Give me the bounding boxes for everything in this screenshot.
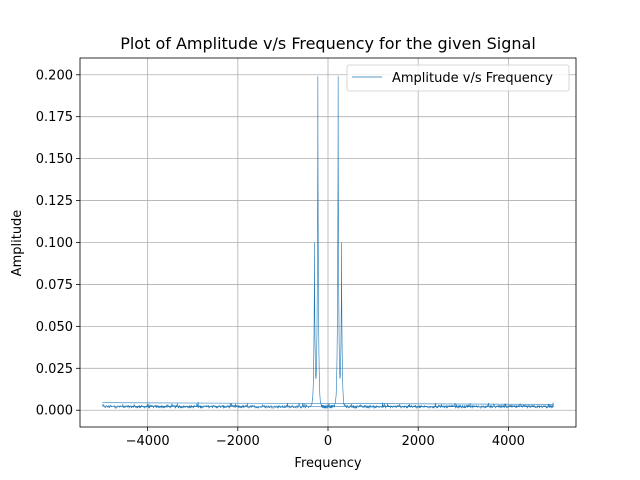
y-tick-label: 0.075 xyxy=(36,278,73,293)
y-axis-ticks: 0.000 0.025 0.050 0.075 0.100 0.125 0.150 0.175… xyxy=(36,68,80,419)
x-tick-label: −2000 xyxy=(216,434,260,449)
series-line-amplitude xyxy=(102,76,554,409)
y-tick-label: 0.100 xyxy=(36,236,73,251)
x-tick-label: −4000 xyxy=(126,434,170,449)
axes-frame xyxy=(79,57,577,428)
y-tick-label: 0.175 xyxy=(36,110,73,125)
chart-title: Plot of Amplitude v/s Frequency for the … xyxy=(120,34,536,53)
plot-area xyxy=(102,76,554,409)
x-tick-label: 2000 xyxy=(402,434,435,449)
y-axis-label: Amplitude xyxy=(10,210,25,277)
legend-label-amplitude: Amplitude v/s Frequency xyxy=(392,71,553,86)
y-tick-label: 0.125 xyxy=(36,194,73,209)
x-axis-label: Frequency xyxy=(294,456,361,471)
legend: Amplitude v/s Frequency xyxy=(346,64,570,92)
x-axis-ticks: −4000 −2000 0 2000 4000 xyxy=(126,427,525,449)
y-tick-label: 0.200 xyxy=(36,68,73,83)
x-tick-label: 0 xyxy=(324,434,332,449)
y-tick-label: 0.150 xyxy=(36,152,73,167)
y-tick-label: 0.025 xyxy=(36,362,73,377)
y-tick-label: 0.000 xyxy=(36,404,73,419)
y-tick-label: 0.050 xyxy=(36,320,73,335)
legend-box xyxy=(346,64,570,92)
x-tick-label: 4000 xyxy=(492,434,525,449)
grid xyxy=(80,58,576,427)
